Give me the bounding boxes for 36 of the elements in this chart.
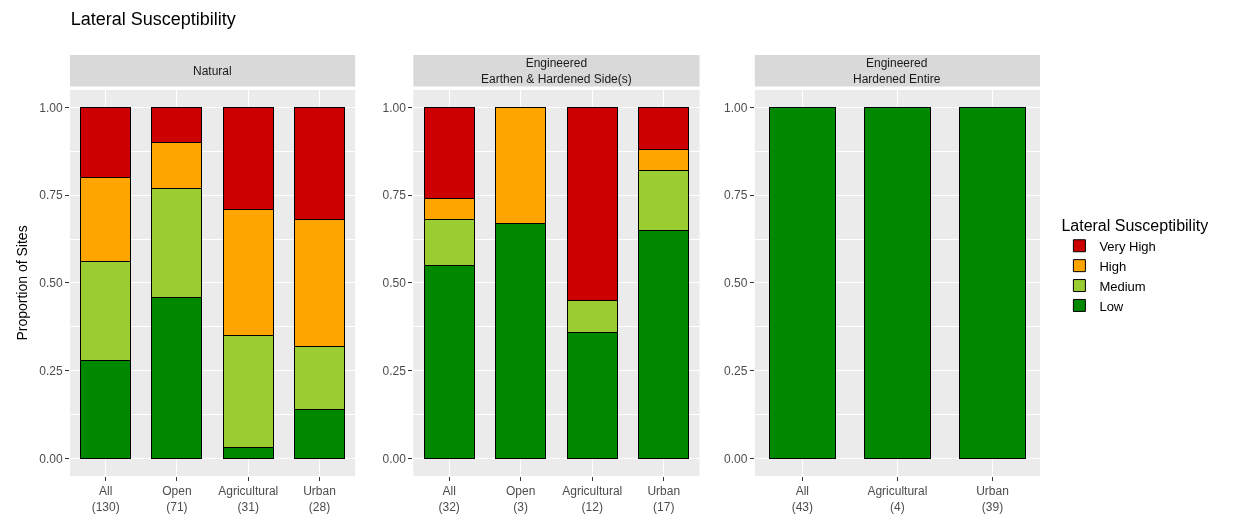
legend-label: Low	[1099, 298, 1124, 314]
x-tick-label: All (32)	[438, 484, 460, 514]
y-tick-label: 0.25	[724, 363, 748, 378]
chart-subtitle: Natural	[193, 64, 232, 78]
legend-label: Medium	[1099, 278, 1146, 294]
y-tick-label: 0.25	[39, 363, 63, 378]
x-tick-label: Agricultural (4)	[867, 484, 928, 514]
y-tick-label: 0.00	[724, 451, 748, 466]
legend-label: Very High	[1099, 238, 1156, 254]
y-tick-label: 0.00	[382, 451, 407, 466]
x-tick-label: All (43)	[791, 484, 814, 514]
legend-title: Lateral Susceptibility	[1061, 216, 1209, 234]
y-tick-label: 0.50	[724, 276, 748, 291]
y-tick-label: 1.00	[724, 100, 748, 115]
y-tick-label: 0.75	[39, 188, 63, 203]
y-tick-label: 1.00	[382, 100, 407, 115]
y-tick-label: 0.75	[724, 188, 748, 203]
legend-label: High	[1099, 258, 1127, 274]
chart-subtitle: Engineered Hardened Entire	[853, 56, 941, 86]
x-tick-label: Urban (39)	[976, 484, 1009, 514]
y-tick-label: 0.75	[382, 188, 407, 203]
x-tick-label: Agricultural (12)	[562, 484, 623, 514]
y-tick-label: 0.00	[39, 451, 63, 466]
y-tick-label: 1.00	[39, 100, 63, 115]
chart-subtitle: Engineered Earthen & Hardened Side(s)	[481, 56, 632, 86]
x-tick-label: Open (3)	[506, 484, 536, 514]
x-tick-label: Urban (28)	[303, 484, 336, 514]
x-tick-label: All (130)	[91, 484, 120, 514]
y-tick-label: 0.25	[382, 363, 407, 378]
x-tick-label: Open (71)	[162, 484, 192, 514]
chart-title: Lateral Susceptibility	[70, 8, 236, 29]
x-tick-label: Urban (17)	[647, 484, 681, 514]
y-axis-title: Proportion of Sites	[13, 225, 30, 341]
y-tick-label: 0.50	[382, 276, 407, 291]
x-tick-label: Agricultural (31)	[218, 484, 279, 514]
y-tick-label: 0.50	[39, 276, 63, 291]
